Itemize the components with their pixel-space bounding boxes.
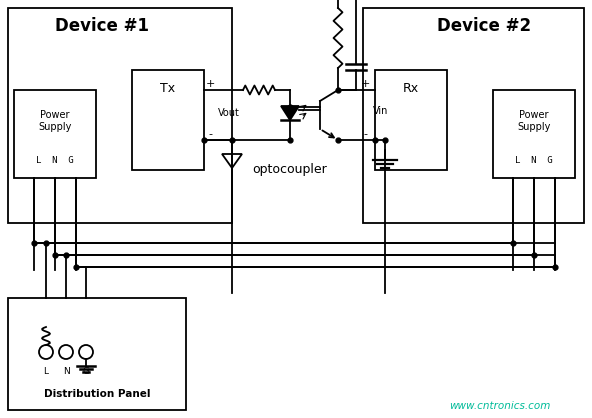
Bar [132, 70, 204, 170]
Text: G: G [82, 367, 89, 377]
Bar [493, 90, 575, 178]
Text: Rx: Rx [403, 82, 419, 94]
Text: Device #1: Device #1 [55, 17, 149, 35]
Text: Vout: Vout [218, 108, 240, 118]
Bar [363, 8, 584, 223]
Text: L  N  G: L N G [515, 156, 553, 165]
Text: Power
Supply: Power Supply [517, 110, 551, 132]
Text: www.cntronics.com: www.cntronics.com [449, 401, 551, 411]
Polygon shape [281, 106, 299, 120]
Text: -: - [363, 129, 367, 139]
Text: L  N  G: L N G [36, 156, 74, 165]
Bar [8, 8, 232, 223]
Text: Tx: Tx [160, 82, 176, 94]
Text: Vin: Vin [373, 106, 388, 116]
Text: Device #2: Device #2 [437, 17, 532, 35]
Text: optocoupler: optocoupler [253, 163, 327, 176]
Text: +: + [361, 79, 369, 89]
Text: Power
Supply: Power Supply [38, 110, 72, 132]
Text: N: N [63, 367, 69, 377]
Text: +: + [205, 79, 215, 89]
Text: L: L [43, 367, 49, 377]
Text: -: - [208, 129, 212, 139]
Bar [14, 90, 96, 178]
Bar [8, 298, 186, 410]
Text: Distribution Panel: Distribution Panel [44, 389, 150, 399]
Bar [375, 70, 447, 170]
